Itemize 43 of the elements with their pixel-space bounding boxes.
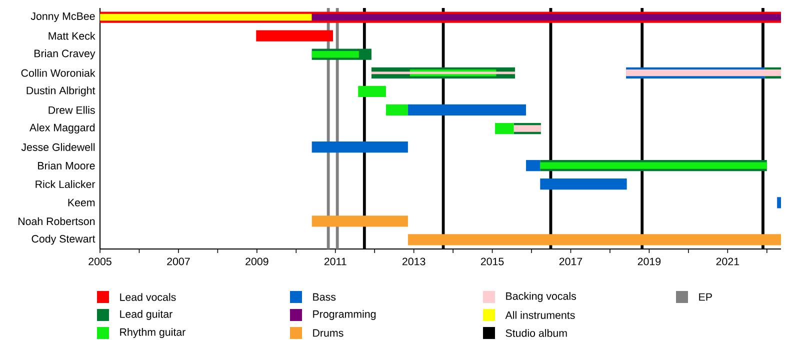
y-tick-label: Alex Maggard [30,124,95,134]
y-tick-label: Noah Robertson [18,217,95,226]
bar [777,197,781,208]
x-tick-label: 2005 [88,258,112,266]
x-tick-label: 2019 [638,258,661,266]
y-tick-label: Drew Ellis [48,106,95,114]
bar [312,141,408,153]
x-tick-label: 2009 [246,258,268,266]
x-tick-label: 2017 [559,258,582,266]
bar [408,234,781,246]
y-tick-label: Cody Stewart [32,234,96,245]
y-tick-label: Keem [68,198,95,206]
x-tick-label: 2013 [402,258,426,266]
legend-label: EP [699,293,712,301]
legend-label: Backing vocals [506,292,576,302]
legend-label: Programming [313,310,376,320]
bar [408,104,526,116]
y-tick-label: Brian Cravey [34,49,96,60]
x-tick-label: 2007 [167,258,190,266]
y-tick-label: Matt Keck [48,32,96,40]
legend-label: All instruments [505,311,575,319]
legend-label: Studio album [506,329,567,337]
legend-label: Drums [313,329,344,337]
bar [100,14,312,21]
bar [626,70,781,76]
bar [312,216,408,227]
legend-label: Bass [313,293,336,301]
y-tick-label: Dustin Albright [26,86,96,96]
legend-label: Lead vocals [120,293,176,301]
y-tick-label: Brian Moore [38,162,95,170]
bar [526,160,540,172]
x-tick-label: 2021 [716,258,739,266]
legend-label: Lead guitar [120,310,172,320]
bar [256,30,334,42]
legend-label: Rhythm guitar [120,328,186,338]
x-tick-label: 2011 [324,258,346,266]
x-tick-label: 2015 [480,258,504,266]
y-tick-label: Jonny McBee [30,12,95,22]
y-tick-label: Collin Woroniak [21,68,96,77]
bar [312,14,781,21]
bar [540,178,627,190]
y-tick-label: Jesse Glidewell [21,143,95,151]
y-tick-label: Rick Lalicker [36,180,96,188]
